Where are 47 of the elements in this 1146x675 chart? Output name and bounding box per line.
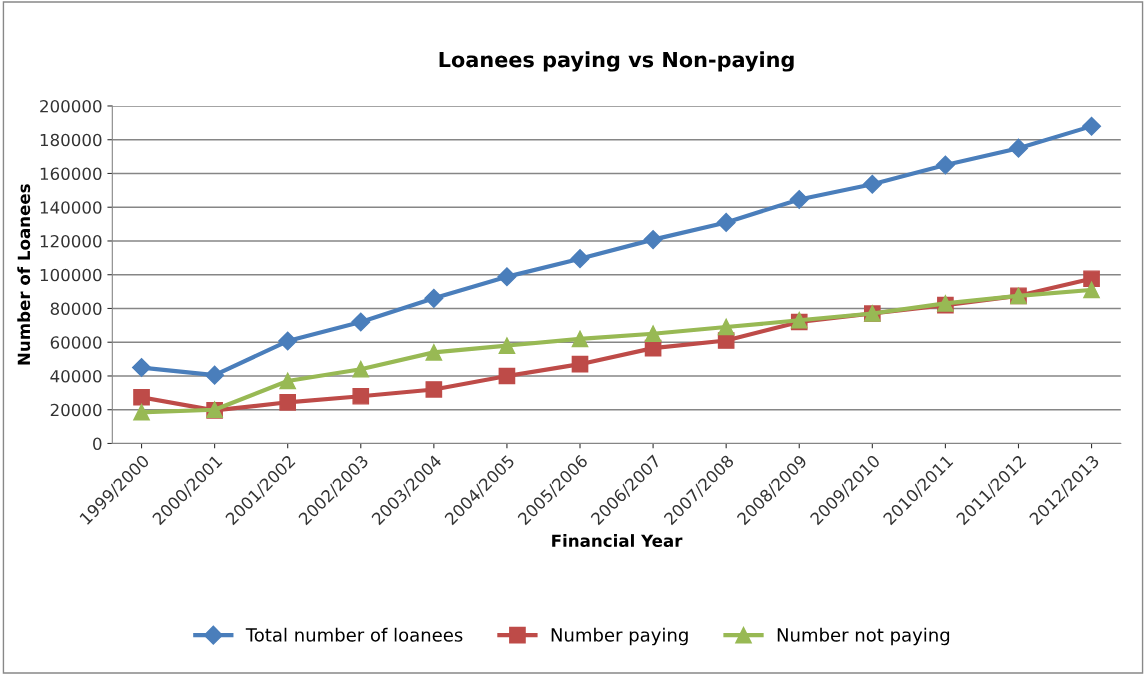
- point: [351, 312, 371, 332]
- point: [571, 330, 589, 348]
- point: [352, 387, 370, 405]
- y-tick-label: 100000: [40, 268, 102, 282]
- point: [570, 249, 590, 269]
- point: [717, 318, 735, 336]
- point: [497, 267, 517, 287]
- point: [1083, 270, 1100, 288]
- legend-label: Total number of loanees: [245, 627, 463, 642]
- point: [571, 355, 589, 373]
- point: [278, 331, 298, 351]
- y-tick-label: 120000: [40, 234, 102, 248]
- point: [425, 344, 443, 361]
- point: [425, 381, 443, 398]
- y-axis-title: Number of Loanees: [17, 184, 31, 365]
- point: [862, 174, 882, 194]
- chart-title: Loanees paying vs Non-paying: [439, 51, 794, 72]
- point: [133, 388, 150, 406]
- point: [644, 325, 662, 343]
- point: [424, 288, 444, 308]
- point: [352, 360, 370, 378]
- legend-label: Number not paying: [777, 627, 950, 646]
- point: [1082, 116, 1102, 136]
- point: [789, 189, 809, 209]
- point: [935, 155, 955, 175]
- y-tick-label: 20000: [50, 403, 102, 417]
- point: [498, 337, 516, 354]
- y-tick-label: 0: [93, 437, 102, 451]
- y-tick-label: 80000: [50, 302, 102, 316]
- x-axis-title: Financial Year: [552, 534, 683, 548]
- y-tick-label: 40000: [50, 369, 102, 383]
- point: [1083, 281, 1100, 299]
- legend-label: Number paying: [551, 627, 688, 646]
- point: [498, 367, 516, 385]
- y-tick-label: 60000: [50, 336, 102, 349]
- point: [205, 365, 225, 385]
- point: [133, 403, 150, 421]
- point: [716, 212, 736, 232]
- point: [132, 358, 152, 378]
- point: [1008, 138, 1029, 158]
- y-tick-label: 200000: [40, 99, 102, 113]
- point: [279, 372, 297, 390]
- point: [643, 230, 663, 250]
- y-tick-label: 160000: [40, 167, 102, 181]
- y-tick-label: 180000: [40, 133, 102, 147]
- y-tick-label: 140000: [40, 201, 102, 214]
- point: [279, 393, 297, 411]
